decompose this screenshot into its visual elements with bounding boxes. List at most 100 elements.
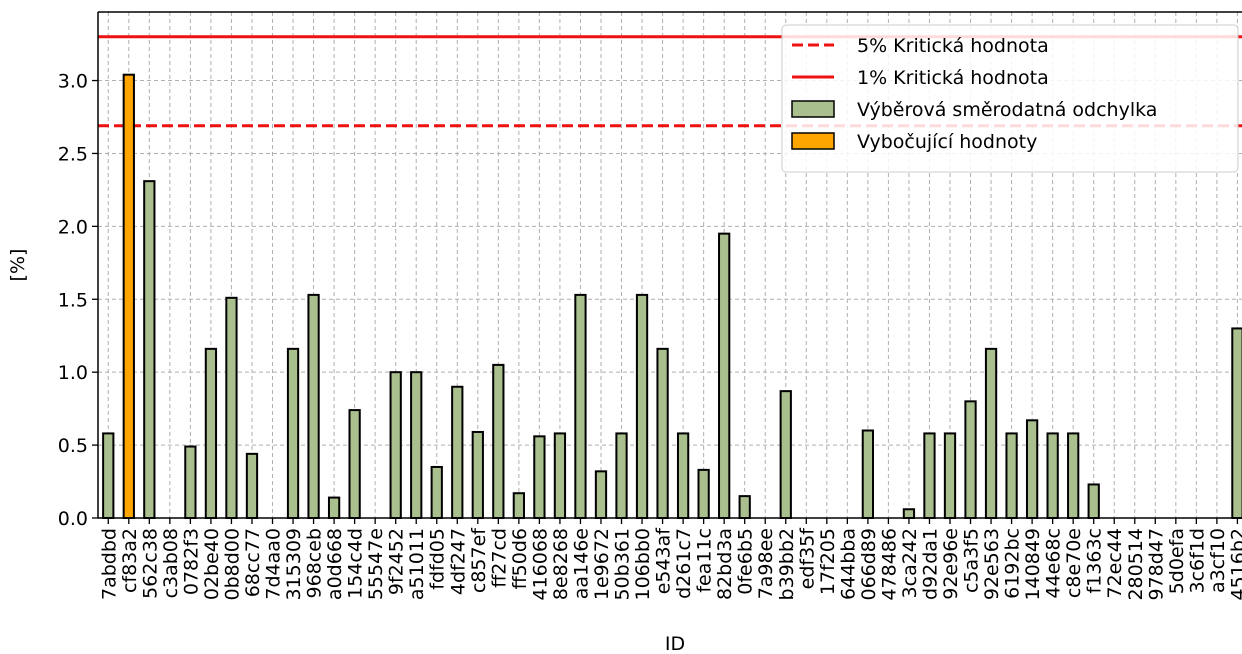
x-tick-label: e543af xyxy=(653,527,675,595)
x-tick-label: 140849 xyxy=(1022,528,1044,601)
x-tick-label: c8e70e xyxy=(1063,528,1085,598)
x-tick-label: cf83a2 xyxy=(119,528,141,593)
bar xyxy=(512,492,525,520)
bar xyxy=(1087,483,1100,519)
x-tick-label: 1e9672 xyxy=(591,528,613,600)
x-tick-label: 0b8d00 xyxy=(221,528,243,600)
x-tick-label: d92da1 xyxy=(919,528,941,600)
bar xyxy=(1005,432,1018,520)
x-tick-label: edf35f xyxy=(796,527,818,590)
bar xyxy=(718,232,731,520)
x-tick-label: c5a3f5 xyxy=(961,528,983,593)
x-tick-label: 82bd3a xyxy=(714,528,736,600)
x-tick-label: a0d668 xyxy=(324,528,346,600)
x-tick-label: 9f2452 xyxy=(386,528,408,595)
bar xyxy=(327,496,341,520)
x-tick-label: 7a98ee xyxy=(755,528,777,599)
bar xyxy=(1067,432,1080,520)
legend-label: 5% Kritická hodnota xyxy=(857,35,1049,57)
bar xyxy=(184,445,197,519)
y-tick-label: 0.0 xyxy=(58,508,88,530)
x-tick-label: 4516b2 xyxy=(1227,528,1242,601)
bar xyxy=(984,347,998,519)
legend-swatch xyxy=(791,132,835,150)
bar xyxy=(594,470,608,520)
bar xyxy=(615,432,628,520)
bar xyxy=(676,432,690,520)
bar xyxy=(738,495,751,519)
bar xyxy=(307,293,320,519)
x-tick-label: c857ef xyxy=(468,527,490,593)
y-tick-label: 3.0 xyxy=(58,71,88,93)
x-tick-label: 72ec44 xyxy=(1104,528,1126,599)
x-tick-label: 562c38 xyxy=(139,528,161,599)
x-tick-label: 066d89 xyxy=(858,528,880,601)
bar xyxy=(286,347,300,519)
x-tick-label: 3ca242 xyxy=(899,528,921,598)
bar xyxy=(143,180,156,519)
x-tick-label: ff27cd xyxy=(488,528,510,588)
y-axis-label: [%] xyxy=(7,249,29,282)
x-tick-label: 968ceb xyxy=(304,528,326,598)
x-tick-label: ff50d6 xyxy=(509,528,531,589)
legend-label: Vybočující hodnoty xyxy=(857,131,1037,153)
bar xyxy=(553,432,567,520)
x-tick-label: 55547e xyxy=(365,528,387,600)
x-tick-label: 280514 xyxy=(1125,528,1147,601)
bar xyxy=(902,508,916,520)
bar xyxy=(964,400,977,519)
x-tick-label: 478486 xyxy=(878,528,900,601)
bar xyxy=(122,73,135,520)
x-tick-label: 92e96e xyxy=(940,528,962,600)
bar xyxy=(574,293,587,519)
x-tick-label: 106bb0 xyxy=(632,528,654,600)
x-tick-label: a51011 xyxy=(406,528,428,600)
x-tick-label: 4df247 xyxy=(447,528,469,595)
x-tick-label: a3cf10 xyxy=(1207,528,1229,593)
bar xyxy=(471,430,484,520)
bar xyxy=(533,435,546,519)
bar xyxy=(389,371,402,519)
bar xyxy=(697,468,710,520)
x-tick-label: c3ab08 xyxy=(160,528,182,598)
legend: 5% Kritická hodnota 1% Kritická hodnota Vý… xyxy=(781,24,1239,173)
x-tick-label: 3c6f1d xyxy=(1186,528,1208,593)
bar xyxy=(923,432,936,520)
bar xyxy=(225,296,238,519)
y-tick-label: 2.0 xyxy=(58,216,88,238)
bar xyxy=(451,385,464,519)
bar xyxy=(204,347,218,519)
x-tick-label: 50b361 xyxy=(612,528,634,601)
legend-label: 1% Kritická hodnota xyxy=(857,67,1049,89)
bar xyxy=(410,371,423,519)
bar xyxy=(1046,432,1059,520)
bar xyxy=(1025,419,1039,519)
legend-box xyxy=(781,24,1239,173)
x-tick-label: 6192bc xyxy=(1002,528,1024,599)
x-tick-label: 17f205 xyxy=(817,528,839,595)
bar xyxy=(492,363,505,519)
bar xyxy=(430,465,443,519)
x-tick-label: 7d4aa0 xyxy=(263,528,285,600)
y-tick-label: 1.0 xyxy=(58,362,88,384)
x-tick-label: 644bba xyxy=(837,528,859,600)
x-tick-label: fea11c xyxy=(694,528,716,593)
y-tick-label: 0.5 xyxy=(58,435,88,457)
x-tick-label: 92e563 xyxy=(981,528,1003,600)
bar xyxy=(635,293,649,519)
legend-swatch xyxy=(791,100,835,118)
x-tick-label: 7abdbd xyxy=(98,528,120,600)
x-axis-label: ID xyxy=(665,633,685,654)
bar xyxy=(861,429,875,519)
x-tick-label: 978d47 xyxy=(1145,528,1167,601)
x-tick-label: 0fe6b5 xyxy=(735,528,757,595)
bar xyxy=(656,347,669,519)
bar xyxy=(245,452,259,520)
bar xyxy=(348,409,361,520)
bar xyxy=(1231,327,1242,519)
x-tick-label: b39bb2 xyxy=(776,528,798,600)
x-tick-label: 02be40 xyxy=(201,528,223,600)
x-tick-label: fdfd05 xyxy=(427,528,449,590)
